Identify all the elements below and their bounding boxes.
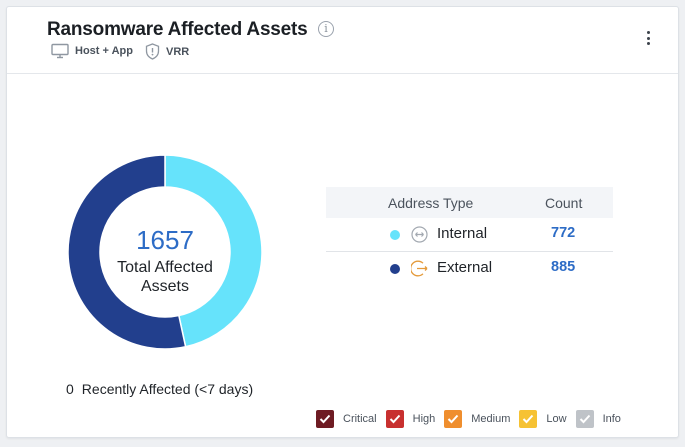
table-row-internal[interactable]: Internal 772 bbox=[326, 218, 613, 251]
header-address-type: Address Type bbox=[388, 195, 474, 211]
legend-label: High bbox=[412, 413, 436, 425]
recently-affected: 0 Recently Affected (<7 days) bbox=[66, 381, 253, 397]
external-arrows-icon bbox=[411, 260, 428, 277]
legend-label: Critical bbox=[343, 413, 377, 425]
donut-slice-external[interactable] bbox=[67, 154, 187, 350]
card-header: Ransomware Affected Assets i Host + App … bbox=[7, 7, 678, 74]
info-icon[interactable]: i bbox=[318, 21, 334, 37]
total-label-line1: Total Affected bbox=[117, 259, 213, 276]
total-label-line2: Assets bbox=[140, 278, 189, 295]
tag-vrr: VRR bbox=[145, 43, 189, 60]
ransomware-assets-card: Ransomware Affected Assets i Host + App … bbox=[6, 6, 679, 438]
count-value[interactable]: 772 bbox=[551, 225, 576, 241]
more-options-icon[interactable] bbox=[640, 29, 658, 47]
internal-arrows-icon bbox=[411, 226, 428, 243]
tag-label: Host + App bbox=[75, 45, 133, 57]
checkbox-high[interactable] bbox=[385, 410, 404, 428]
legend-label: Info bbox=[602, 413, 621, 425]
check-icon bbox=[319, 414, 331, 424]
checkbox-low[interactable] bbox=[519, 410, 538, 428]
donut-chart: 1657 Total Affected Assets bbox=[65, 152, 265, 352]
legend-item-low[interactable]: Low bbox=[519, 410, 567, 428]
internal-color-dot bbox=[390, 230, 400, 240]
total-affected-value: 1657 bbox=[136, 225, 194, 255]
monitor-icon bbox=[51, 43, 69, 59]
count-value[interactable]: 885 bbox=[551, 259, 576, 275]
legend-label: Medium bbox=[471, 413, 511, 425]
checkbox-info[interactable] bbox=[575, 410, 594, 428]
check-icon bbox=[523, 414, 534, 424]
legend-item-high[interactable]: High bbox=[385, 410, 436, 428]
address-type-label: External bbox=[437, 259, 493, 276]
check-icon bbox=[579, 414, 590, 424]
card-title: Ransomware Affected Assets bbox=[47, 19, 308, 40]
legend-item-critical[interactable]: Critical bbox=[316, 410, 377, 428]
legend-item-info[interactable]: Info bbox=[575, 410, 621, 428]
shield-icon bbox=[145, 43, 160, 60]
donut-slice-internal[interactable] bbox=[164, 154, 263, 348]
recent-label: Recently Affected (<7 days) bbox=[81, 381, 254, 397]
check-icon bbox=[448, 414, 459, 424]
table-header: Address Type Count bbox=[326, 187, 613, 218]
address-type-label: Internal bbox=[437, 225, 488, 242]
donut-svg bbox=[67, 154, 263, 350]
check-icon bbox=[389, 414, 400, 424]
checkbox-critical[interactable] bbox=[316, 410, 334, 428]
severity-legend: Critical High Medium Low Info bbox=[316, 410, 630, 428]
recent-count: 0 bbox=[66, 381, 74, 397]
address-type-table: Address Type Count Internal 772 External… bbox=[326, 187, 613, 284]
tag-label: VRR bbox=[166, 45, 190, 58]
external-color-dot bbox=[390, 264, 400, 274]
total-affected-label: Total Affected Assets bbox=[65, 258, 265, 296]
header-count: Count bbox=[545, 195, 583, 211]
legend-item-medium[interactable]: Medium bbox=[444, 410, 510, 428]
table-row-external[interactable]: External 885 bbox=[326, 251, 613, 284]
checkbox-medium[interactable] bbox=[444, 410, 463, 428]
legend-label: Low bbox=[546, 413, 567, 425]
tag-host-app: Host + App bbox=[51, 43, 133, 59]
